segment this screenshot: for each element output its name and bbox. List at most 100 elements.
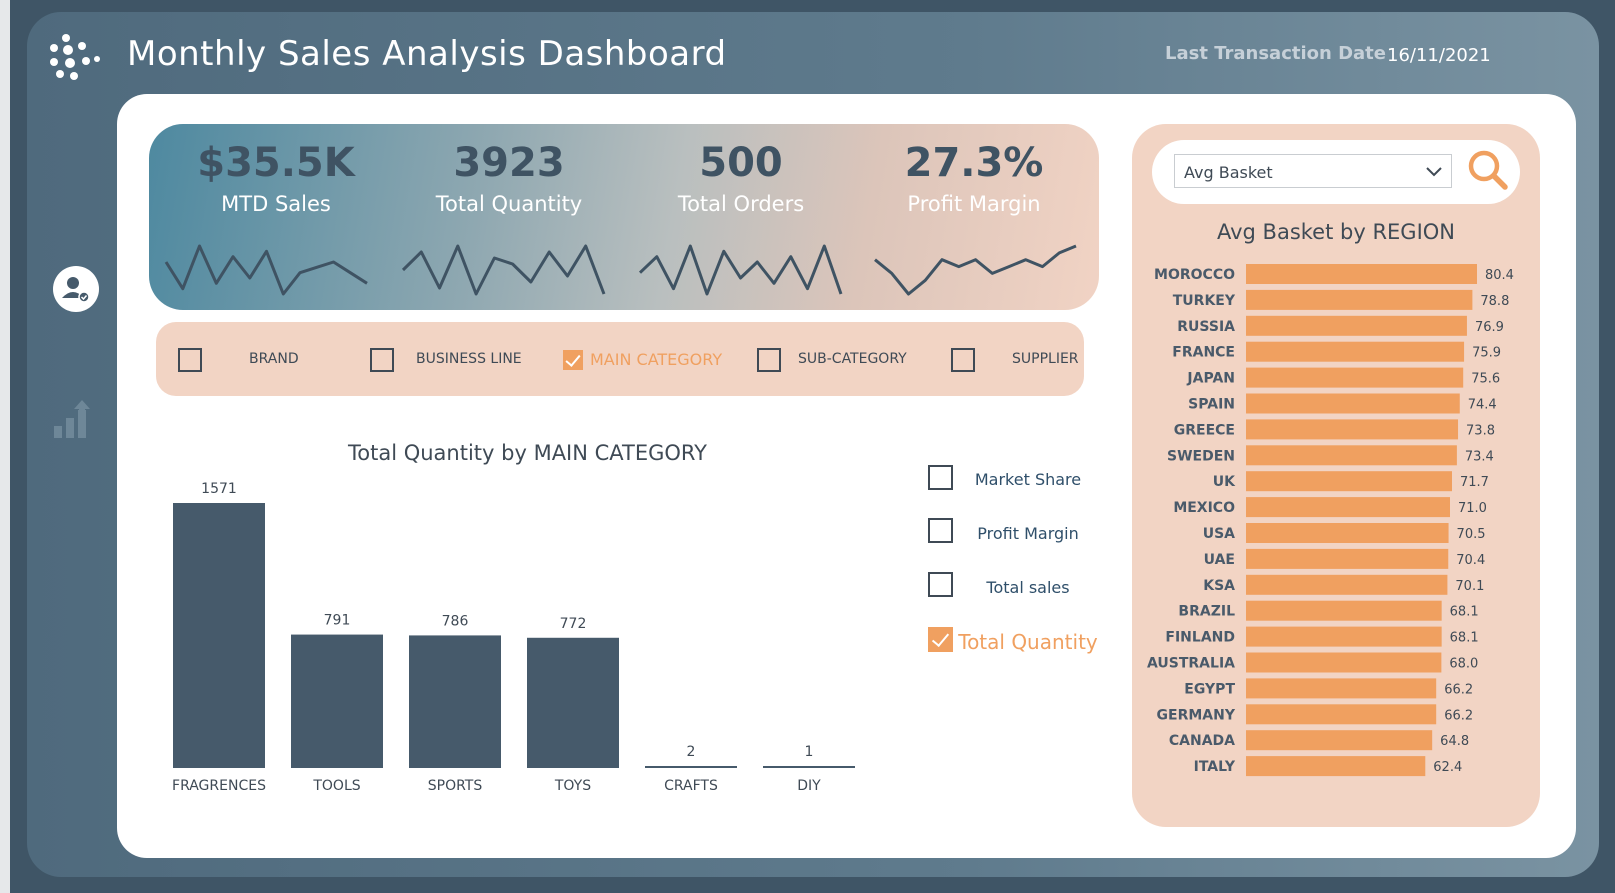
profit-margin-checkbox[interactable] (928, 518, 953, 543)
region-bar[interactable] (1246, 445, 1457, 466)
measure-search-bar: Avg Basket (1152, 140, 1520, 204)
region-value-label: 70.5 (1457, 527, 1486, 542)
sub-category-label[interactable]: SUB-CATEGORY (798, 351, 907, 367)
bar[interactable] (409, 635, 501, 768)
region-label: SWEDEN (1167, 448, 1235, 464)
region-value-label: 71.7 (1460, 475, 1489, 490)
region-bar[interactable] (1246, 574, 1448, 595)
region-value-label: 78.8 (1480, 294, 1509, 309)
kpi-mtd-sales: $35.5K MTD Sales (161, 140, 391, 216)
sparkline-total-quantity (401, 244, 606, 296)
profit-margin-label[interactable]: Profit Margin (977, 524, 1079, 543)
region-value-label: 62.4 (1433, 760, 1462, 775)
region-bar[interactable] (1246, 315, 1467, 336)
region-panel: Avg Basket Avg Basket by REGION MOROCCO 8… (1132, 124, 1540, 827)
region-bar[interactable] (1246, 678, 1437, 699)
brand-label[interactable]: BRAND (249, 351, 299, 367)
market-share-label[interactable]: Market Share (974, 470, 1082, 489)
bar[interactable] (763, 766, 855, 768)
bar[interactable] (291, 634, 383, 768)
region-bar[interactable] (1246, 419, 1459, 440)
region-label: MEXICO (1173, 500, 1235, 516)
total-sales-checkbox[interactable] (928, 572, 953, 597)
region-bar[interactable] (1246, 704, 1437, 725)
last-transaction-label: Last Transaction Date (1165, 43, 1386, 64)
region-label: FINLAND (1165, 630, 1235, 646)
region-bar[interactable] (1246, 626, 1442, 647)
brand-checkbox[interactable] (178, 348, 202, 372)
bar[interactable] (527, 637, 619, 768)
region-bar[interactable] (1246, 393, 1460, 414)
region-value-label: 76.9 (1475, 320, 1504, 335)
main-category-checkbox[interactable] (563, 350, 583, 370)
region-bar[interactable] (1246, 756, 1426, 777)
sparkline-path (164, 244, 368, 296)
region-bar[interactable] (1246, 264, 1477, 284)
region-value-label: 68.0 (1449, 657, 1478, 672)
region-value-label: 80.4 (1485, 268, 1514, 283)
kpi-label: Total Quantity (435, 192, 583, 216)
region-bar[interactable] (1246, 341, 1465, 362)
category-label: TOYS (554, 778, 591, 794)
region-label: SPAIN (1188, 397, 1235, 413)
main-category-label[interactable]: MAIN CATEGORY (590, 350, 723, 369)
total-quantity-label[interactable]: Total Quantity (958, 630, 1098, 654)
category-label: CRAFTS (664, 778, 718, 794)
business-line-label[interactable]: BUSINESS LINE (416, 351, 522, 367)
market-share-checkbox[interactable] (928, 465, 953, 490)
kpi-profit-margin: 27.3% Profit Margin (859, 140, 1089, 216)
sub-category-checkbox[interactable] (757, 348, 781, 372)
total-quantity-checkbox[interactable] (928, 627, 953, 652)
region-label: USA (1203, 526, 1235, 542)
category-label: FRAGRENCES (172, 778, 266, 794)
quantity-by-category-chart: 1571 FRAGRENCES 791 TOOLS 786 SPORTS 772 TOYS 2 C… (172, 481, 855, 794)
bar-chart-icon[interactable] (53, 400, 95, 440)
sparkline-path (401, 244, 606, 296)
region-bar[interactable] (1246, 652, 1442, 673)
sparkline-mtd-sales (164, 244, 368, 296)
kpi-total-orders: 500 Total Orders (626, 140, 856, 216)
kpi-band: $35.5K MTD Sales 3923 Total Quantity 500… (149, 124, 1099, 310)
region-bar[interactable] (1246, 600, 1442, 621)
bar-value-label: 791 (324, 613, 351, 629)
quantity-chart-title: Total Quantity by MAIN CATEGORY (348, 441, 708, 465)
dimension-filter-band: BRAND BUSINESS LINE MAIN CATEGORY SUB-CA… (156, 322, 1084, 396)
measure-dropdown[interactable]: Avg Basket (1174, 154, 1452, 188)
region-value-label: 68.1 (1450, 605, 1479, 620)
region-bar[interactable] (1246, 548, 1449, 569)
search-icon[interactable] (1466, 148, 1510, 192)
user-icon[interactable] (53, 266, 99, 312)
category-label: TOOLS (312, 778, 360, 794)
region-label: JAPAN (1186, 371, 1235, 387)
bar-value-label: 772 (560, 616, 587, 632)
kpi-total-quantity: 3923 Total Quantity (394, 140, 624, 216)
region-label: UK (1213, 474, 1236, 490)
region-label: UAE (1204, 552, 1235, 568)
region-label: EGYPT (1184, 681, 1235, 697)
region-label: ITALY (1194, 759, 1236, 775)
kpi-value: 27.3% (904, 140, 1044, 186)
region-bar[interactable] (1246, 289, 1473, 310)
total-sales-label[interactable]: Total sales (986, 578, 1070, 597)
region-label: GREECE (1174, 422, 1235, 438)
region-bar[interactable] (1246, 523, 1449, 543)
business-line-checkbox[interactable] (370, 348, 394, 372)
region-bar[interactable] (1246, 730, 1433, 751)
region-bar[interactable] (1246, 471, 1453, 492)
sparkline-path (638, 244, 843, 296)
region-value-label: 64.8 (1440, 734, 1469, 749)
region-bar[interactable] (1246, 497, 1450, 518)
sparkline-profit-margin (874, 244, 1077, 296)
category-label: DIY (797, 778, 821, 794)
category-label: SPORTS (428, 778, 483, 794)
bar-value-label: 1571 (201, 481, 237, 497)
region-label: BRAZIL (1178, 604, 1235, 620)
bar[interactable] (173, 503, 265, 768)
chevron-down-icon (1426, 167, 1442, 177)
region-value-label: 70.4 (1456, 553, 1485, 568)
measure-dropdown-value: Avg Basket (1184, 163, 1273, 182)
supplier-label[interactable]: SUPPLIER (1012, 351, 1079, 367)
bar[interactable] (645, 766, 737, 768)
region-bar[interactable] (1246, 367, 1464, 388)
supplier-checkbox[interactable] (951, 348, 975, 372)
